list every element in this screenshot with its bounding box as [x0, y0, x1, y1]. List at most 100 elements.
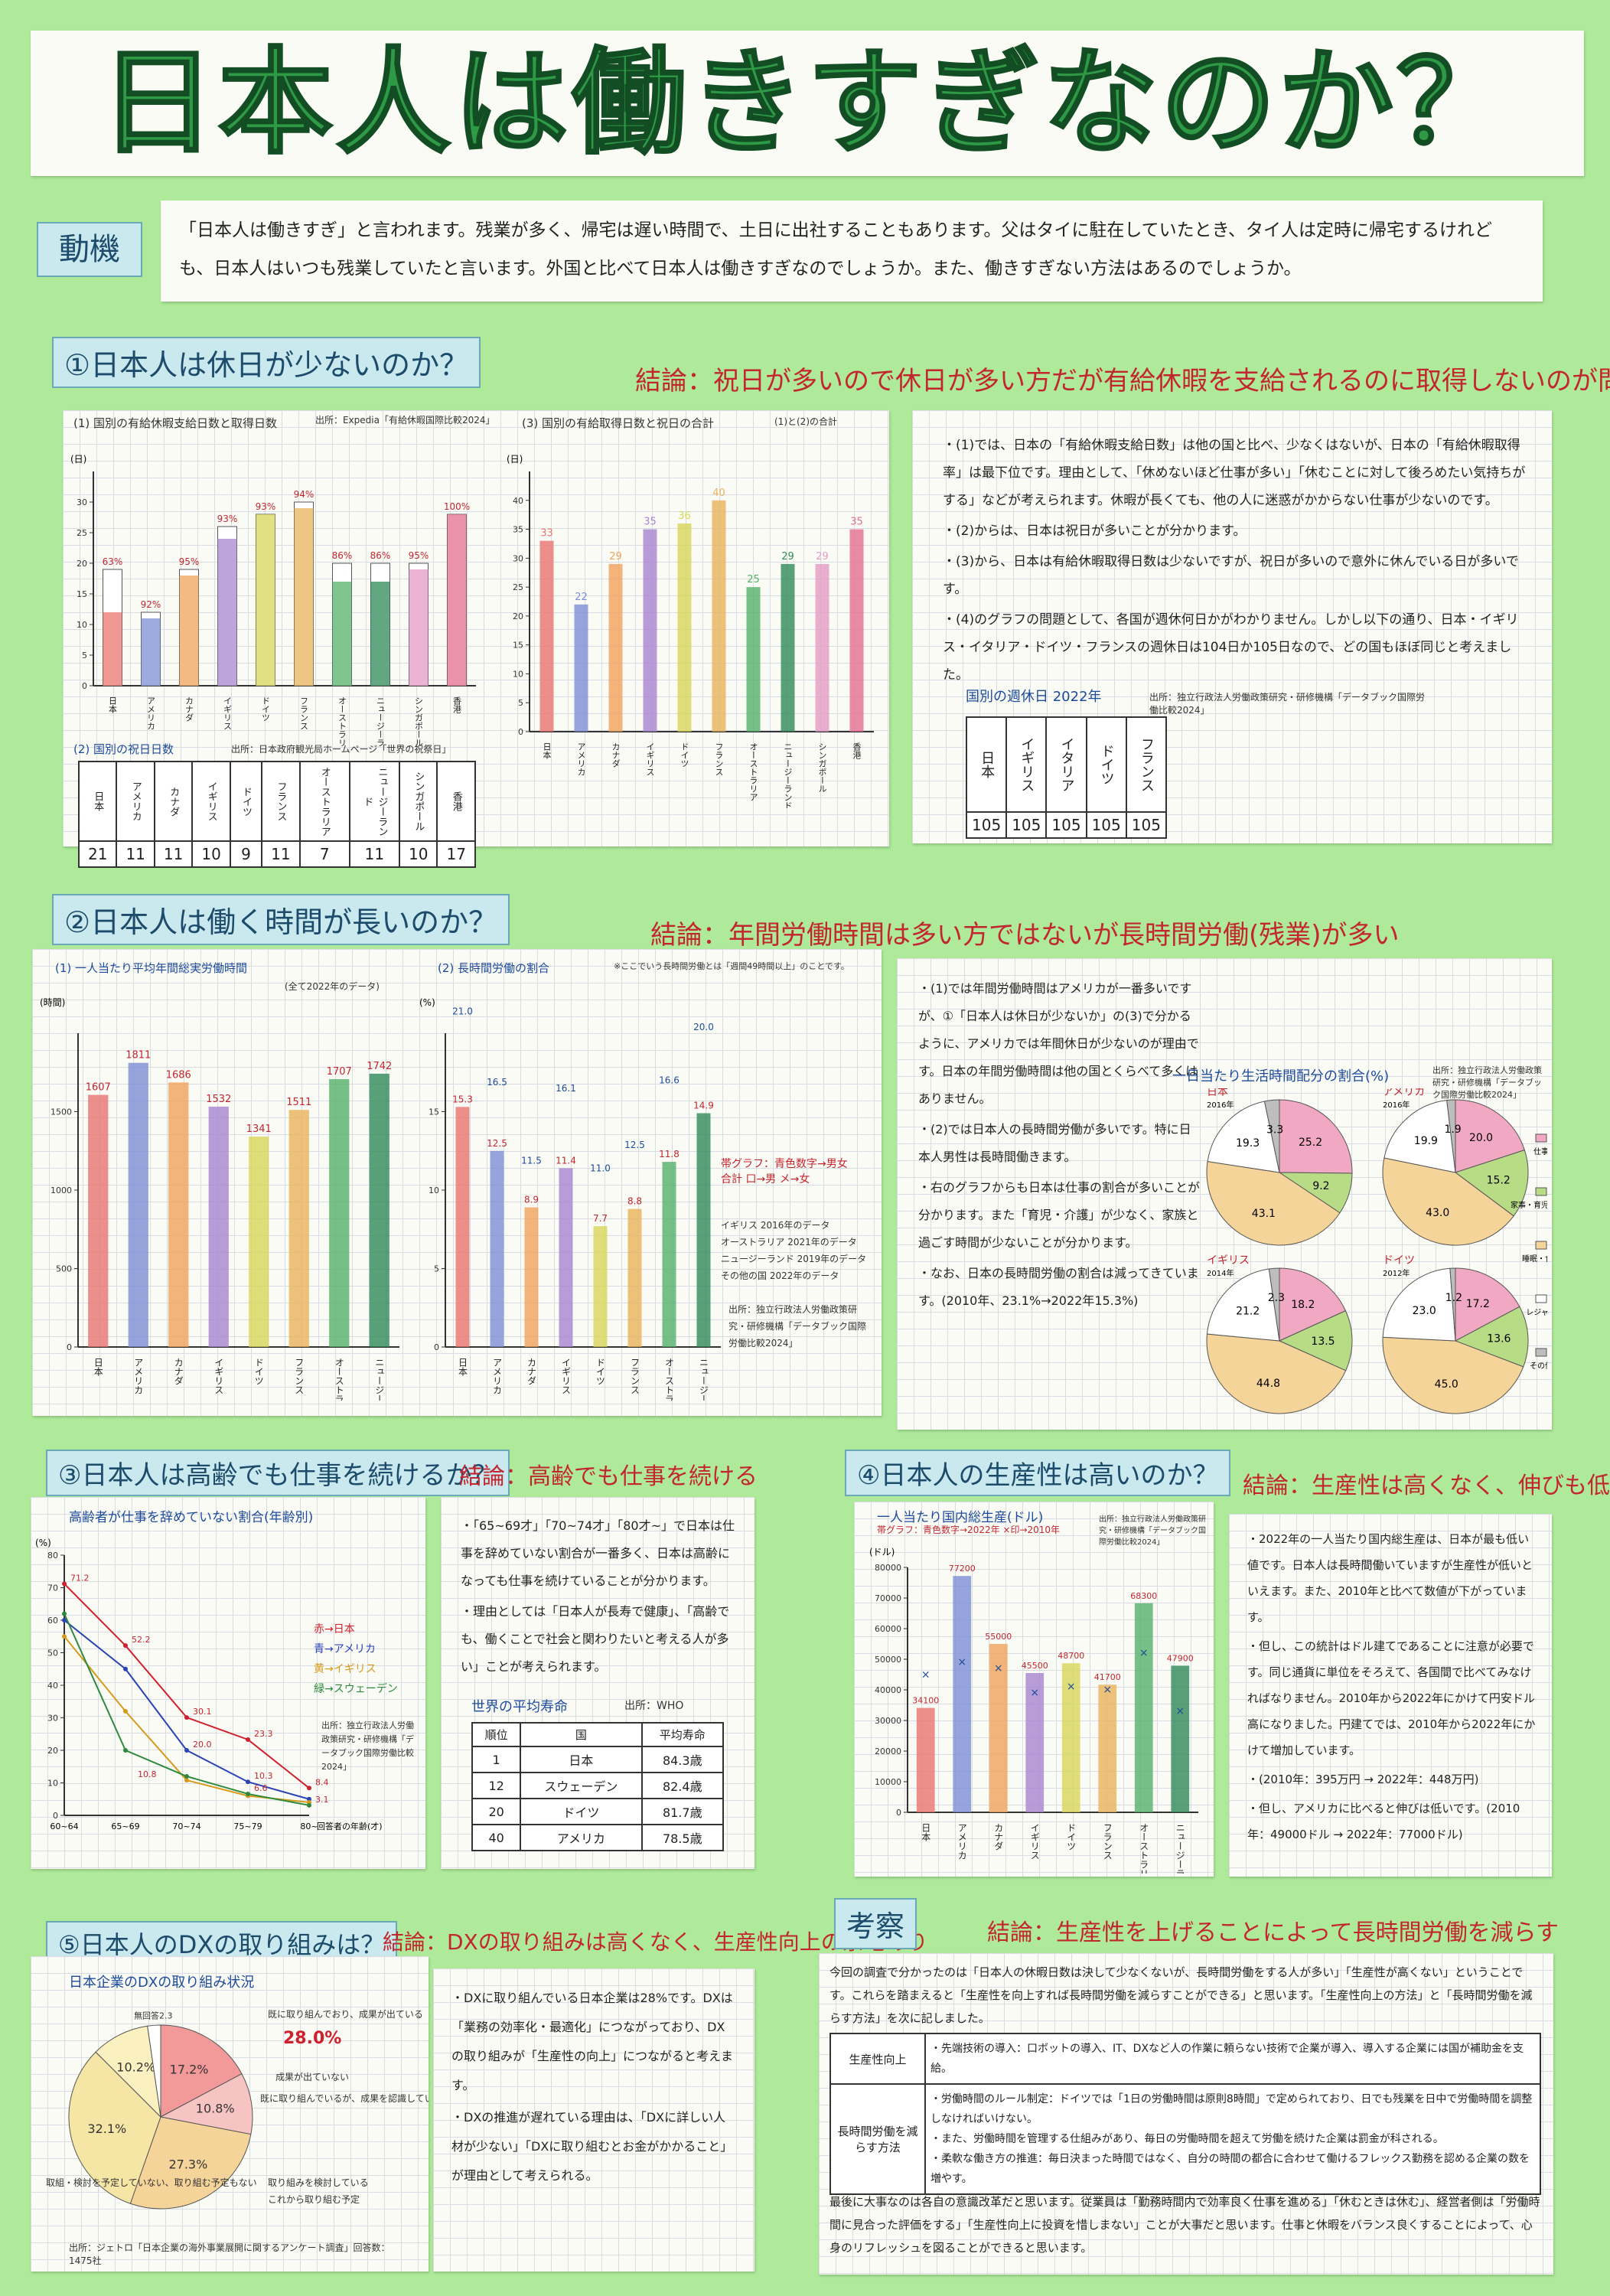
weekly-country: 日本	[965, 716, 1008, 813]
chart2-title: (2) 国別の祝日日数	[73, 742, 174, 756]
elder-point	[307, 1796, 311, 1802]
chart3-tick-label: 35	[513, 525, 523, 535]
pie-slice	[1263, 1099, 1280, 1173]
pie-slice	[1206, 1268, 1280, 1342]
chart3-tick-label: 40	[513, 496, 523, 506]
gdp-cat-label: ドイツ	[1066, 1823, 1077, 1851]
longhours-value-label: 8.8	[627, 1196, 642, 1207]
longhours-value-label: 11.4	[556, 1155, 576, 1166]
life-table-body: 1 日本 84.3歳 12 スウェーデン 82.4歳 20 ドイツ 81.7歳 40 アメリカ 78.…	[471, 1746, 725, 1851]
section5-chart-card: 日本企業のDXの取り組み状況 17.2% 10.8% 27.3% 32.1% 10.2%…	[31, 1956, 429, 2272]
hours-bar	[329, 1079, 350, 1347]
dx-annotation: 成果が出ていない	[275, 2071, 349, 2082]
holiday-country: ニュージーランド	[348, 761, 401, 842]
s4text-para: ・但し、アメリカに比べると伸びは低いです。(2010年：49000ドル → 20…	[1247, 1802, 1520, 1841]
elder-point	[246, 1737, 250, 1742]
life-head-cell: 平均寿命	[640, 1722, 725, 1747]
chart1-cat-label: イギリス	[223, 696, 233, 730]
hours-cat-label: オーストラリア	[334, 1358, 344, 1401]
holiday-value: 9	[229, 840, 263, 868]
pie-slice-label: 21.2	[1236, 1306, 1260, 1318]
life-title: 世界の平均寿命	[471, 1699, 568, 1715]
section3-conclusion: 結論：高齢でも仕事を続ける	[459, 1463, 758, 1490]
elder-point	[123, 1709, 128, 1714]
life-table: 順位国平均寿命 1 日本 84.3歳 12 スウェーデン 82.4歳 20 ドイツ 81.7歳 4…	[471, 1722, 725, 1851]
life-row: 1 日本 84.3歳	[471, 1746, 725, 1773]
elder-legend-item: 緑→スウェーデン	[314, 1683, 398, 1695]
chart3-value-label: 33	[540, 528, 553, 540]
pie-slice-label: 2.3	[1268, 1292, 1285, 1304]
elder-point	[123, 1748, 128, 1753]
hours-tick-label: 1500	[51, 1107, 72, 1117]
life-cell: スウェーデン	[520, 1772, 643, 1799]
gdp-tick-label: 40000	[875, 1685, 901, 1695]
chart1-bar-taken	[332, 582, 352, 686]
holiday-value: 7	[298, 840, 350, 868]
life-cell: 78.5歳	[640, 1824, 725, 1851]
elder-point	[246, 1791, 250, 1796]
chart3-note: (1)と(2)の合計	[774, 416, 837, 427]
gdp-2010-mark: ×	[921, 1668, 930, 1681]
s1text-para: ・(2)からは、日本は祝日が多いことが分かります。	[943, 523, 1247, 539]
pie-slice	[1206, 1333, 1347, 1414]
gdp-value-label: 48700	[1058, 1651, 1084, 1661]
elder-legend: 赤→日本 青→アメリカ 黄→イギリス 緑→スウェーデン	[314, 1619, 421, 1699]
pie-slice-label: 3.3	[1266, 1124, 1283, 1136]
section4-header: ④日本人の生産性は高いのか？	[845, 1450, 1231, 1496]
gdp-value-label: 45500	[1022, 1661, 1048, 1671]
chart1-rate-label: 95%	[179, 556, 200, 567]
elder-point	[307, 1786, 311, 1791]
pie-slice-label: 44.8	[1256, 1378, 1280, 1390]
holiday-country: シンガポール	[398, 761, 438, 842]
gdp-bar	[1171, 1665, 1190, 1812]
s5text-para: ・DXに取り組んでいる日本企業は28%です。DXは「業務の効率化・最適化」につな…	[451, 1991, 734, 2092]
chart1-tick-label: 30	[77, 497, 87, 507]
holiday-value: 11	[261, 840, 301, 868]
section3-chart-card: 高齢者が仕事を辞めていない割合(年齢別) 0 10 20 30 40 50 60 70 80 (%…	[31, 1497, 425, 1869]
section6-item: ・先端技術の導入：口ボットの導入、IT、DXなど人の作業に頼らない技術で企業が導…	[930, 2043, 1524, 2075]
life-head-cell: 国	[520, 1722, 643, 1747]
gdp-source: 出所：独立行政法人労働政策研究・研修機構「データブック国際労働比較2024」	[1099, 1515, 1206, 1547]
chart3-bar	[608, 563, 623, 732]
pie-slice	[1382, 1267, 1456, 1342]
longhours-cat-label: ドイツ	[595, 1358, 606, 1385]
holiday-country: ドイツ	[229, 761, 263, 842]
longhours-value-label: 11.8	[659, 1149, 680, 1159]
elder-cat-label: 60~64	[50, 1821, 78, 1831]
longhours-male-label: 16.5	[487, 1077, 507, 1088]
s3text-para: ・「65~69才」「70~74才」「80才~」で日本は仕事を辞めていない割合が一…	[461, 1518, 735, 1588]
chart1-rate-label: 86%	[370, 550, 391, 561]
holiday-table-head: 日本 アメリカ カナダ イギリス ドイツ フランス オーストラリア ニュージーランド シンガポー…	[77, 761, 476, 842]
dx-annotation: これから取り組む予定	[268, 2193, 360, 2205]
pie-slice	[1446, 1099, 1456, 1173]
s1text-para: ・(1)では、日本の「有給休暇支給日数」は他の国と比べ、少なくはないが、日本の「…	[943, 438, 1526, 508]
hours-cat-label: カナダ	[173, 1358, 184, 1385]
chart3-cat-label: シンガポール	[817, 742, 827, 793]
dx-annotation: 28.0%	[283, 2029, 341, 2048]
hours-chart-svg: 0 500 1000 1500 (時間) 1607 1811 1686 1532 1341 1511…	[40, 997, 399, 1401]
life-cell: 12	[471, 1772, 522, 1799]
longhours-cat-label: 日本	[458, 1358, 468, 1377]
hours-value-label: 1607	[86, 1082, 111, 1094]
weekly-title: 国別の週休日 2022年	[966, 689, 1102, 705]
longhours-bar	[662, 1162, 676, 1347]
gdp-bar	[1134, 1603, 1153, 1812]
pie-legend-label: その他	[1530, 1361, 1547, 1371]
pie-legend-swatch	[1535, 1187, 1547, 1196]
s4text-para: ・(2010年：395万円 → 2022年：448万円)	[1247, 1773, 1479, 1786]
holiday-country: 日本	[77, 761, 118, 842]
weekly-table-head: 日本 イギリス イタリア ドイツ フランス	[965, 716, 1167, 813]
pie-slice-label: 1.2	[1445, 1292, 1462, 1304]
longhours-bar	[490, 1150, 504, 1347]
longhours-male-label: 20.0	[693, 1022, 714, 1032]
pie-legend-swatch	[1535, 1241, 1547, 1250]
section4-text: ・2022年の一人当たり国内総生産は、日本が最も低い値です。日本人は長時間働いて…	[1247, 1526, 1538, 1851]
longhours-male-label: 21.0	[452, 1006, 473, 1017]
year-note: イギリス 2016年のデータ	[721, 1220, 830, 1231]
longhours-value-label: 7.7	[593, 1213, 608, 1224]
chart1-cat-label: 香港	[452, 696, 462, 713]
longhours-cat-label: オーストラリア	[664, 1358, 675, 1401]
pie-slice-label: 15.2	[1487, 1174, 1511, 1186]
pie-slice-label: 18.2	[1291, 1299, 1315, 1311]
weekly-table: 日本 イギリス イタリア ドイツ フランス 105 105 105 105 105	[965, 716, 1167, 839]
